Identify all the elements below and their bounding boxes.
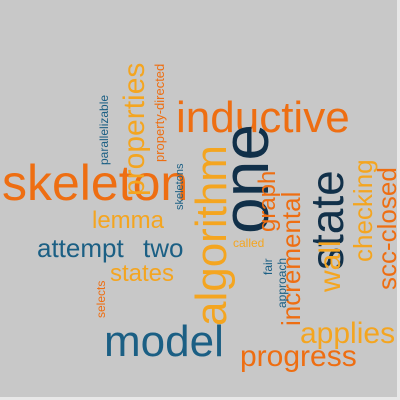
word-inductive: inductive [176,93,350,142]
word-selects: selects [94,280,108,318]
word-applies: applies [300,317,396,350]
word-approach: approach [275,257,289,308]
word-progress: progress [240,340,357,373]
word-called: called [233,236,265,250]
word-property-directed: property-directed [152,63,167,162]
word-scc-closed: scc-closed [372,167,400,290]
word-attempt: attempt [37,233,124,263]
word-lemma: lemma [92,207,165,234]
word-algorithm: algorithm [187,145,236,326]
word-wall: wall [314,240,347,292]
word-states: states [110,260,175,287]
word-fair: fair [261,258,275,275]
word-parallelizable: parallelizable [97,94,111,165]
word-skeletons: skeletons [174,163,186,210]
word-skeleton: skeleton [2,155,189,211]
word-model: model [104,317,224,366]
word-two: two [143,233,184,263]
word-properties: properties [118,62,151,196]
